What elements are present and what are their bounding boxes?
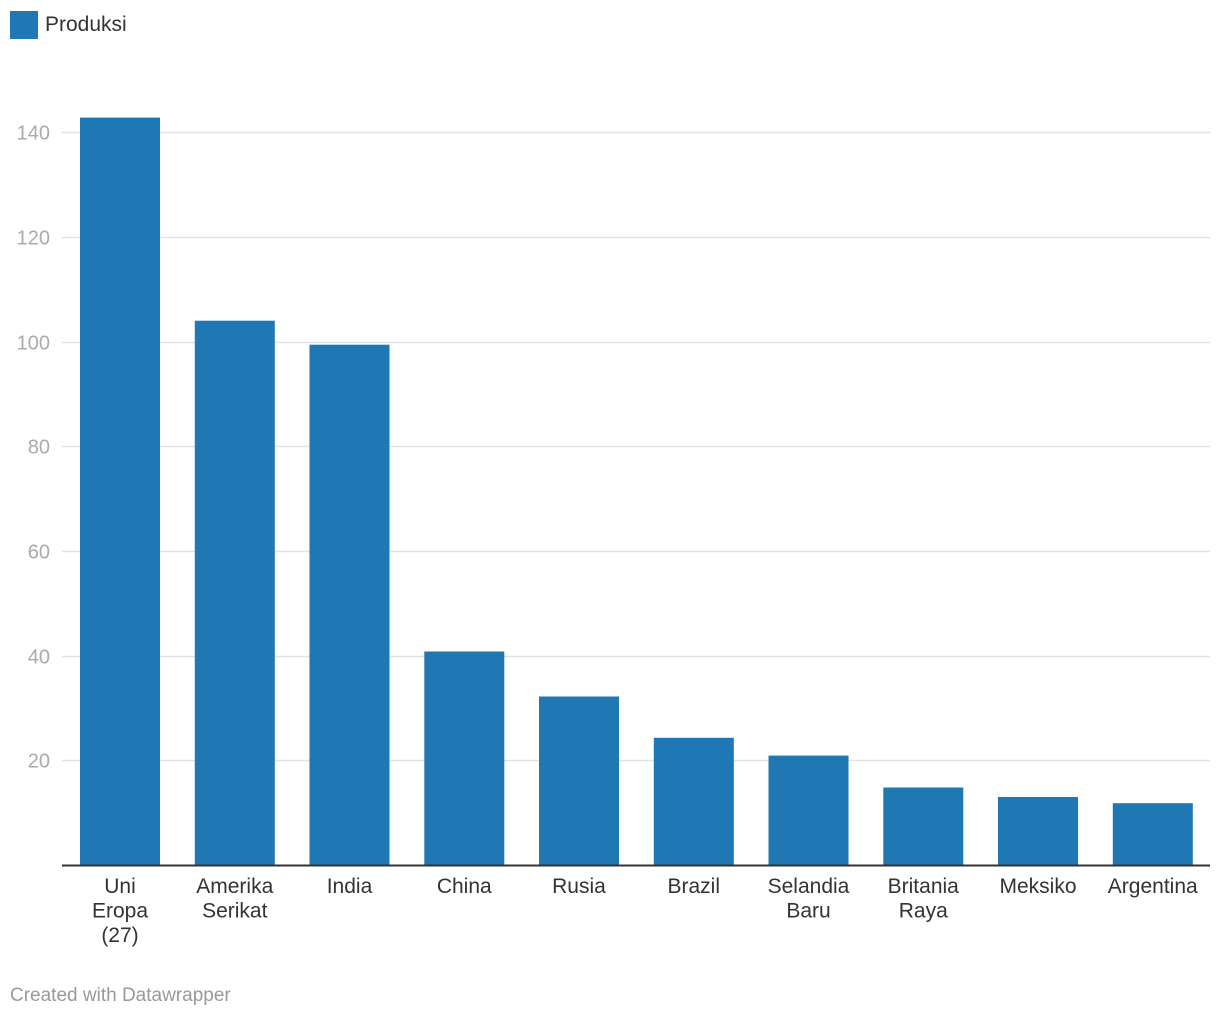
y-tick-label: 60 [28,542,50,564]
y-axis-ticks: 20 40 60 80 100 120 140 [17,123,50,773]
bar: Rusia: 32.2 [539,696,619,865]
bar: Britania Raya: 14.8 [883,787,964,865]
bar: Uni Eropa (27): 142.8 [80,117,160,866]
x-tick-label: Amerika Serikat [196,875,273,923]
bar: Argentina: 11.8 [1112,803,1193,865]
y-tick-label: 140 [17,123,50,145]
legend-swatch [10,11,38,39]
y-tick-label: 20 [28,751,50,773]
bar: Amerika Serikat: 104 [194,320,275,865]
x-tick-label: Uni Eropa (27) [92,875,148,947]
y-tick-label: 80 [28,437,50,459]
bars: Uni Eropa (27): 142.8 Amerika Serikat: 10… [80,117,1193,866]
x-tick-label: Brazil [667,875,720,898]
credit-text: Created with Datawrapper [10,985,231,1006]
x-tick-label: Meksiko [999,875,1076,898]
y-tick-label: 100 [17,333,50,355]
x-tick-label: Selandia Baru [768,875,850,923]
y-tick-label: 40 [28,647,50,669]
x-tick-label: Rusia [552,875,606,898]
legend: Produksi [10,10,127,40]
bar: Brazil: 24.3 [653,737,734,865]
bar: Selandia Baru: 20.9 [768,755,849,865]
legend-label: Produksi [45,13,127,36]
bar: China: 40.8 [424,651,505,865]
x-tick-label: Argentina [1108,875,1198,898]
x-axis-labels: Uni Eropa (27) Amerika Serikat India China Rusi… [92,875,1198,947]
bar: India: 99.4 [309,344,390,865]
bar: Meksiko: 13 [998,797,1078,865]
x-tick-label: Britania Raya [888,875,960,923]
y-tick-label: 120 [17,228,50,250]
x-tick-label: China [437,875,492,898]
x-tick-label: India [327,875,373,898]
